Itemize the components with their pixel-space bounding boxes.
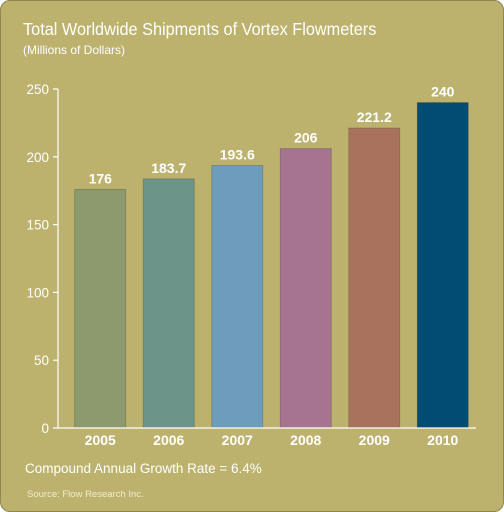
bar-value-label: 193.6: [220, 146, 255, 162]
source-note: Source: Flow Research Inc.: [27, 489, 144, 500]
x-tick-label: 2005: [85, 432, 116, 448]
bar-2009: [348, 127, 401, 429]
bar-value-label: 221.2: [357, 109, 392, 125]
y-tick-label: 200: [26, 150, 49, 165]
bars-group: [74, 102, 469, 429]
y-tick-label: 0: [41, 421, 49, 436]
growth-rate-note: Compound Annual Growth Rate = 6.4%: [25, 461, 262, 476]
bar-2008: [279, 148, 332, 429]
x-tick-label: 2006: [153, 432, 184, 448]
x-tick-label: 2009: [359, 432, 390, 448]
bar-2006: [142, 178, 195, 429]
chart-title: Total Worldwide Shipments of Vortex Flow…: [23, 19, 377, 39]
bar-2007: [211, 165, 264, 429]
bar-value-label: 183.7: [151, 160, 186, 176]
y-axis: 0 50 100 150 200 250: [26, 82, 59, 436]
bar-2010: [416, 102, 469, 429]
value-labels-group: 176 183.7 193.6 206 221.2 240: [89, 84, 455, 187]
y-tick-label: 100: [26, 285, 49, 300]
x-tick-label: 2008: [290, 432, 321, 448]
x-axis: 2005 2006 2007 2008 2009 2010: [58, 427, 476, 448]
y-tick-label: 50: [34, 353, 49, 368]
chart-subtitle: (Millions of Dollars): [23, 43, 126, 57]
x-tick-label: 2007: [222, 432, 253, 448]
bar-value-label: 240: [431, 84, 455, 100]
bar-value-label: 176: [89, 170, 113, 186]
x-tick-label: 2010: [427, 432, 458, 448]
bar-value-label: 206: [294, 130, 318, 146]
y-tick-label: 150: [26, 218, 49, 233]
bar-2005: [74, 188, 127, 429]
y-tick-label: 250: [26, 82, 49, 97]
